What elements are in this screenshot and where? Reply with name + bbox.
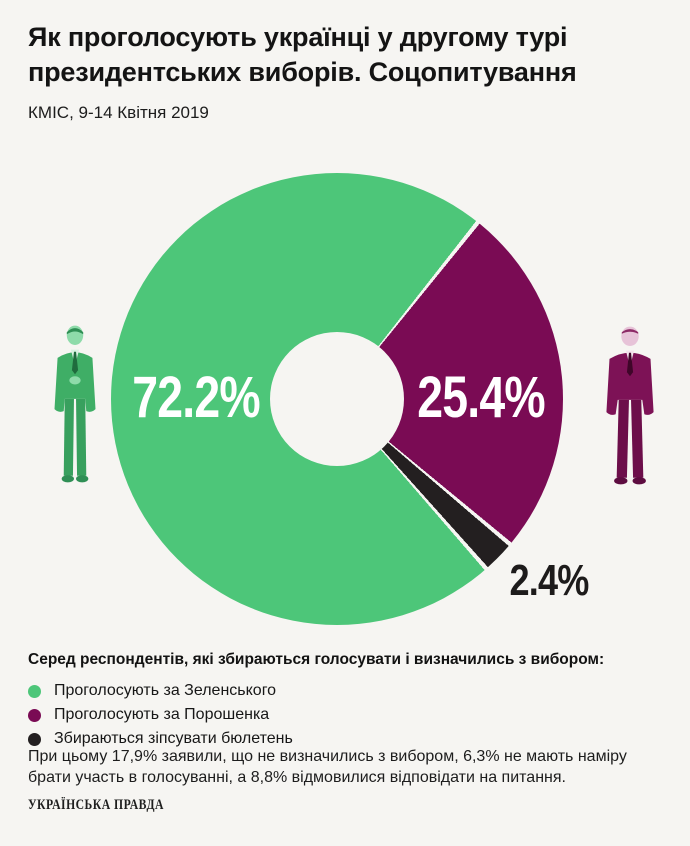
header: Як проголосують українці у другому турі … bbox=[28, 20, 603, 123]
source-and-date: КМІС, 9-14 Квітня 2019 bbox=[28, 103, 209, 122]
footnote-text: При цьому 17,9% заявили, що не визначили… bbox=[28, 748, 627, 786]
donut-hole bbox=[270, 332, 404, 466]
legend-heading: Серед респондентів, які збираються голос… bbox=[28, 651, 605, 668]
legend-item-zelensky: Проголосують за Зеленського bbox=[28, 679, 648, 703]
black-dot-icon bbox=[28, 732, 41, 746]
legend-item-poroshenko: Проголосують за Порошенка bbox=[28, 703, 648, 727]
legend: Серед респондентів, які збираються голос… bbox=[28, 651, 648, 751]
zelensky-photo bbox=[44, 323, 106, 492]
slice-value-spoiled-ballot: 2.4% bbox=[509, 556, 590, 605]
slice-value-poroshenko: 25.4% bbox=[417, 365, 545, 430]
purple-dot-icon bbox=[28, 708, 41, 722]
legend-item-label: Проголосують за Порошенка bbox=[54, 706, 270, 723]
legend-item-label: Проголосують за Зеленського bbox=[54, 682, 277, 699]
legend-item-spoiled-ballot: Збираються зіпсувати бюлетень bbox=[28, 727, 648, 751]
legend-item-label: Збираються зіпсувати бюлетень bbox=[54, 730, 293, 747]
ukrainska-pravda-logo: УКРАЇНСЬКА ПРАВДА bbox=[28, 797, 164, 813]
poroshenko-photo bbox=[596, 324, 664, 493]
green-dot-icon bbox=[28, 684, 41, 698]
slice-value-zelensky: 72.2% bbox=[132, 365, 260, 430]
legend-items: Проголосують за Зеленського Проголосують… bbox=[28, 679, 648, 751]
page-title: Як проголосують українці у другому турі … bbox=[28, 22, 577, 87]
